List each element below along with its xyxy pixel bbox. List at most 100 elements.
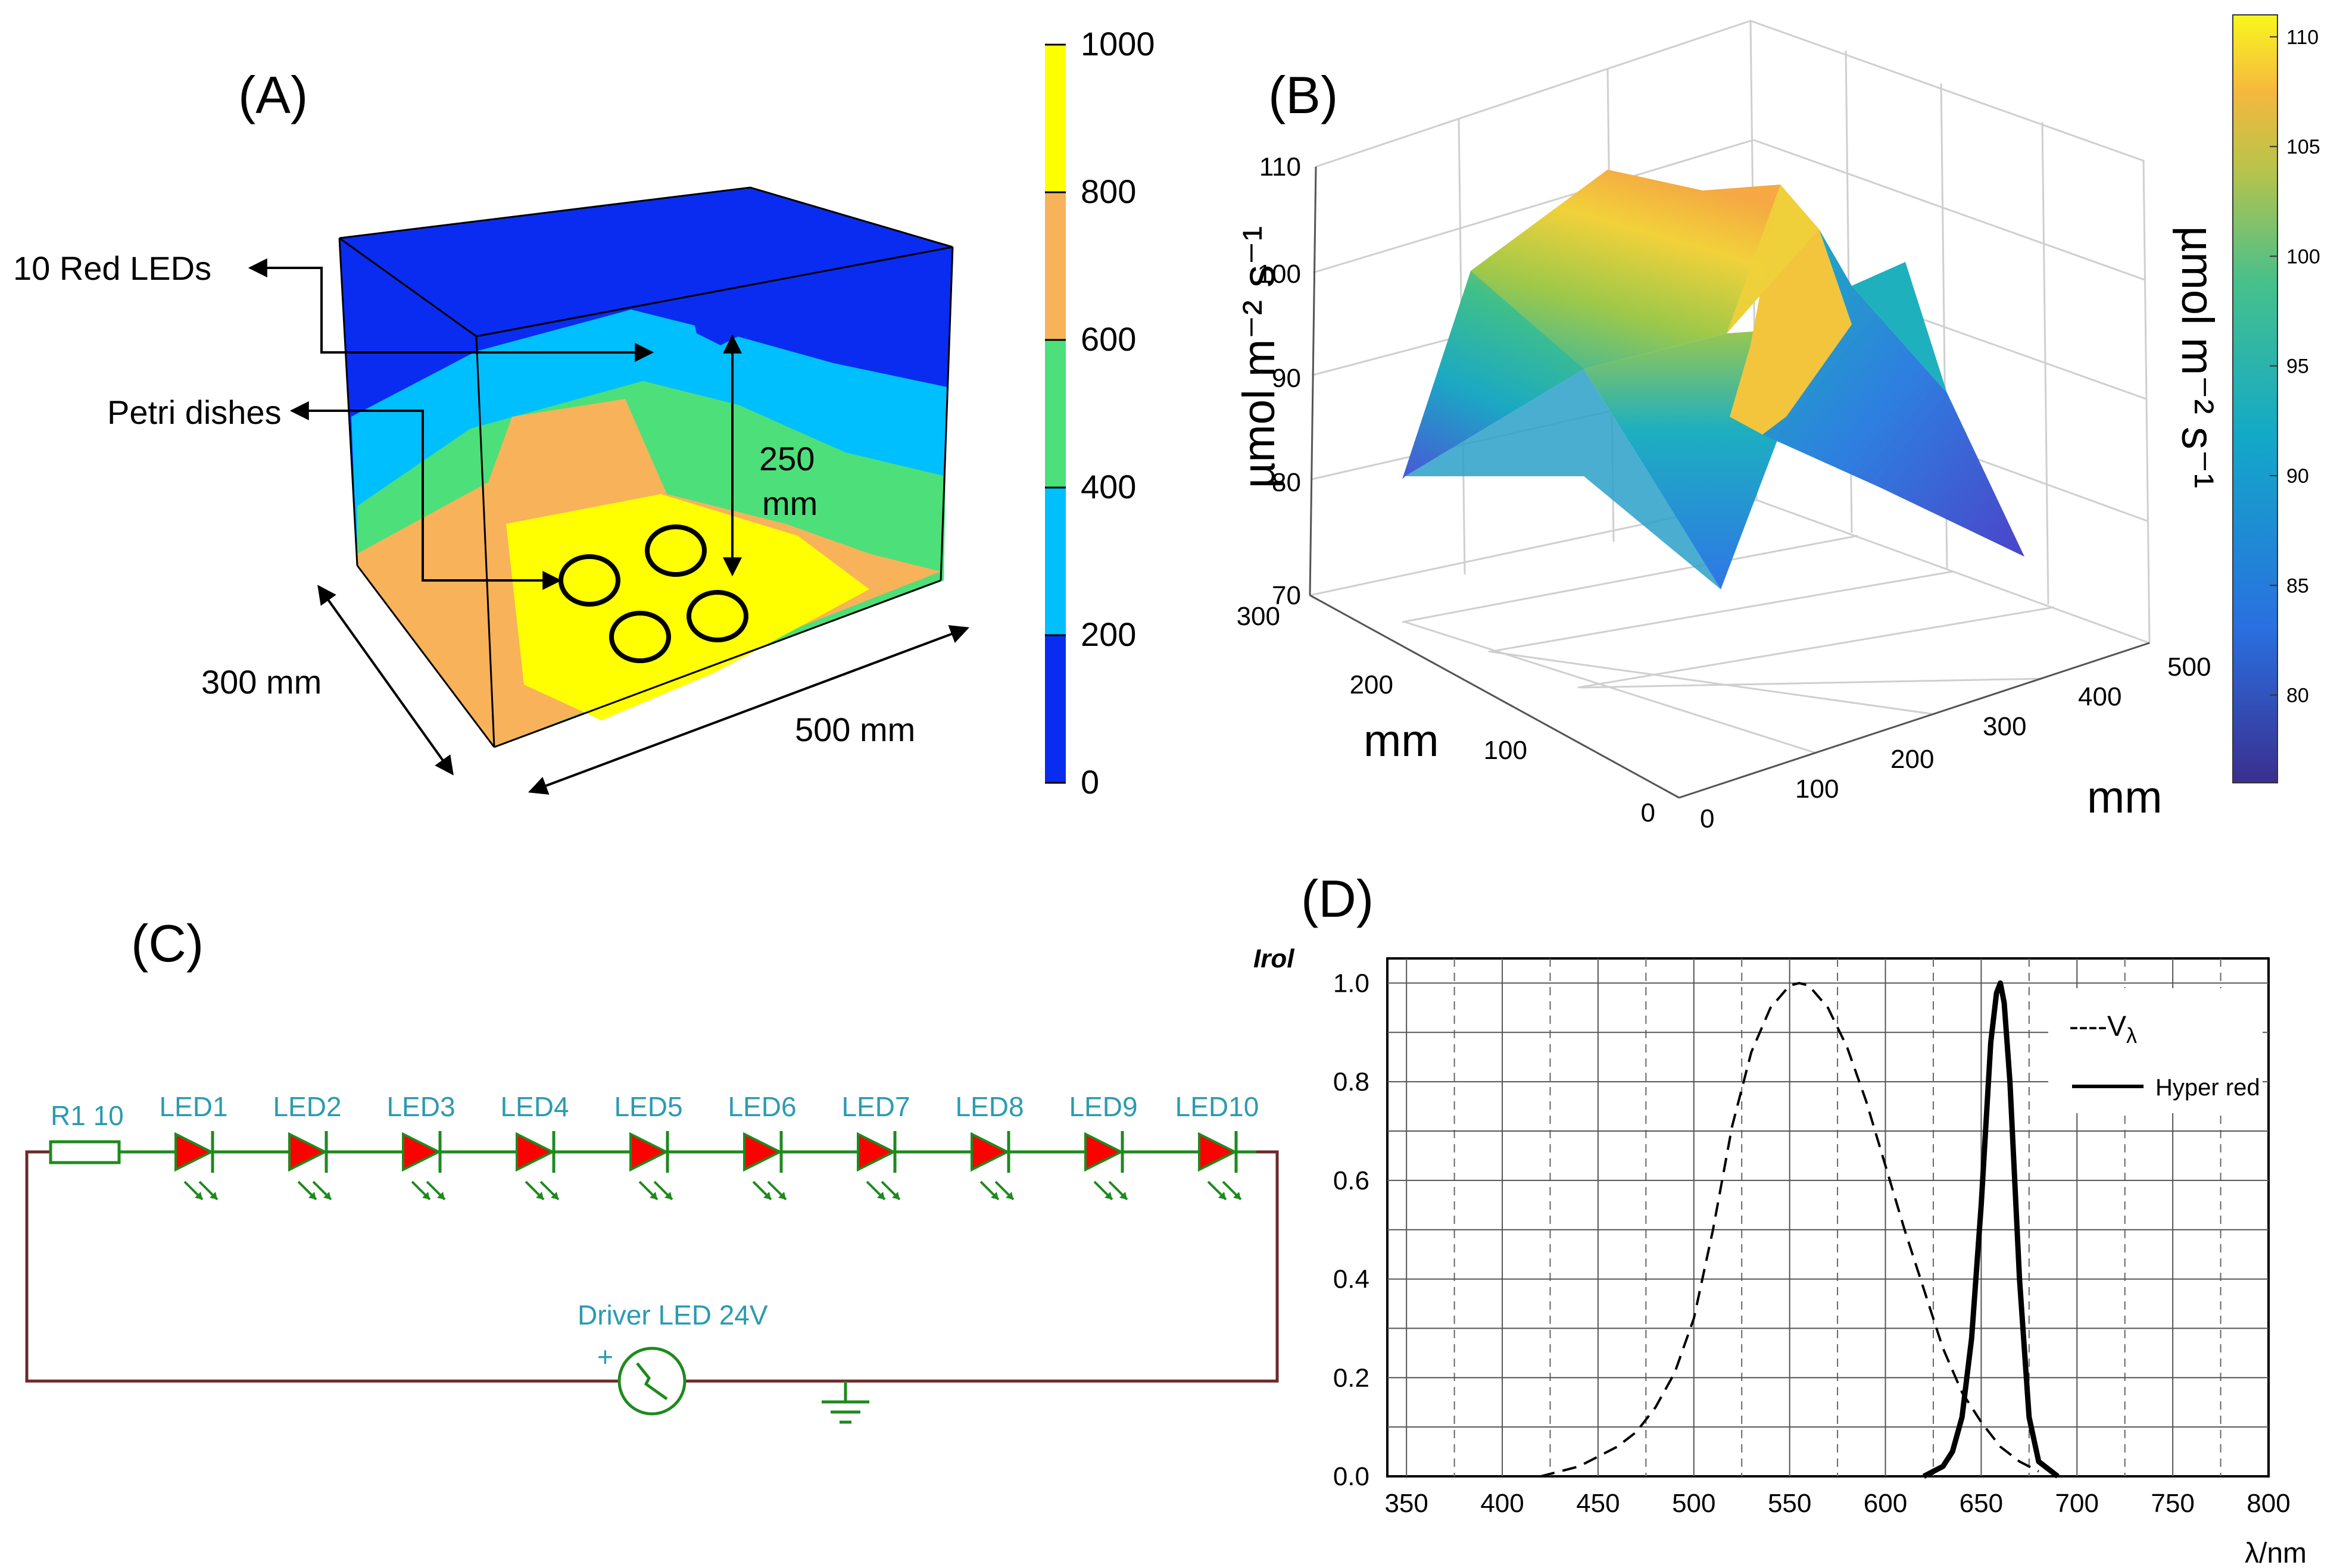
panel-c-label: (C) (131, 914, 204, 973)
colorbar-a-tick-label: 0 (1081, 763, 1099, 801)
z-tick-label: 90 (1272, 364, 1301, 393)
colorbar-a-segment (1045, 192, 1066, 341)
x-tick-label: 750 (2151, 1489, 2194, 1518)
led-label: LED4 (500, 1091, 569, 1122)
driver-source: + Driver LED 24V (578, 1300, 768, 1416)
x-tick-label: 300 (1983, 712, 2026, 741)
colorbar-b-tick-label: 105 (2286, 136, 2320, 158)
colorbar-a: 0 200 400 600 800 1000 (1045, 25, 1155, 801)
ground-icon (822, 1381, 869, 1424)
irradiance-surface (1402, 170, 2024, 589)
led-label: LED9 (1069, 1091, 1137, 1122)
y-tick-label: 300 (1237, 602, 1280, 631)
axes-3d-frame (1309, 166, 2150, 799)
led-label: LED7 (841, 1091, 910, 1122)
led-icon (1084, 1132, 1124, 1172)
ac-source-icon (617, 1347, 687, 1416)
petri-label: Petri dishes (107, 393, 282, 431)
colorbar-a-tick-label: 800 (1081, 173, 1136, 210)
legend-v-label: ----Vλ (2069, 1011, 2137, 1048)
led-icon (857, 1132, 897, 1172)
led-label: LED5 (614, 1091, 682, 1122)
x-axis-label: mm (2087, 772, 2163, 823)
colorbar-b-tick-label: 110 (2286, 26, 2319, 49)
led-icon (402, 1132, 442, 1172)
colorbar-a-tick-label: 400 (1081, 468, 1136, 505)
colorbar-b-tick-label: 100 (2286, 245, 2320, 268)
x-tick-label: 200 (1890, 745, 1934, 774)
legend-red-label: Hyper red (2155, 1075, 2260, 1101)
colorbar-b-label: µmol m⁻² s⁻¹ (2172, 226, 2223, 489)
colorbar-a-segment (1045, 340, 1066, 488)
led-2: LED2 (273, 1091, 342, 1201)
depth-label: 300 mm (201, 663, 322, 701)
led-label: LED3 (386, 1091, 455, 1122)
x-tick-label: 600 (1864, 1489, 1907, 1518)
y-tick-label: 200 (1350, 670, 1393, 699)
series-line-v-lambda (1540, 982, 2039, 1478)
colorbar-b-tick-label: 85 (2286, 574, 2309, 597)
x-tick-label: 350 (1384, 1489, 1428, 1518)
led-icon (516, 1132, 556, 1172)
colorbar-b (2232, 14, 2278, 783)
panel-b-label: (B) (1268, 65, 1338, 124)
led-label: LED8 (955, 1091, 1024, 1122)
y-tick-label: 0 (1641, 798, 1655, 827)
colorbar-a-segment (1045, 45, 1066, 193)
series-line-hyper-red (1922, 980, 2060, 1479)
colorbar-a-tick-label: 600 (1081, 320, 1136, 358)
led-icon (1198, 1132, 1238, 1172)
colorbar-b-tick-label: 80 (2286, 685, 2309, 707)
leds-label: 10 Red LEDs (13, 249, 211, 287)
driver-label: Driver LED 24V (578, 1300, 768, 1330)
led-7: LED7 (841, 1091, 910, 1201)
colorbar-a-segment (1045, 635, 1066, 783)
colorbar-b-ticks: 80 85 90 95 100 105 110 (2270, 26, 2320, 707)
y-tick-label: 100 (1484, 736, 1527, 765)
x-tick-label: 500 (1672, 1489, 1715, 1518)
led-4: LED4 (500, 1091, 569, 1201)
colorbar-a-segment (1045, 488, 1066, 636)
panel-a: (A) (13, 25, 1155, 801)
led-5: LED5 (614, 1091, 683, 1201)
legend: ----Vλ Hyper red (2048, 988, 2263, 1113)
axes-3d-ticks: 70 80 90 100 110 0 100 200 300 0 100 200 300 400 500 (1237, 152, 2211, 833)
height-label: 250 (759, 440, 815, 477)
led-icon (743, 1132, 783, 1172)
light-box-heatmap (338, 186, 954, 748)
led-label: LED1 (159, 1091, 227, 1122)
y-axis-label: Irol (1253, 944, 1294, 973)
resistor-r1 (49, 1140, 121, 1164)
led-3: LED3 (386, 1091, 455, 1201)
circuit-wires (25, 1150, 1279, 1383)
x-tick-label: 400 (1480, 1489, 1524, 1518)
led-8: LED8 (955, 1091, 1024, 1201)
led-10: LED10 (1175, 1091, 1259, 1201)
y-tick-label: 0.8 (1333, 1067, 1369, 1097)
x-tick-label: 400 (2078, 682, 2121, 711)
z-tick-label: 110 (1259, 152, 1301, 182)
leader-arrows (248, 258, 969, 795)
x-tick-label: 650 (1960, 1489, 2003, 1518)
led-label: LED2 (273, 1091, 341, 1122)
z-tick-label: 80 (1272, 468, 1301, 497)
x-tick-label: 450 (1576, 1489, 1620, 1518)
y-tick-label: 0.4 (1333, 1265, 1369, 1294)
x-tick-label: 700 (2055, 1489, 2099, 1518)
x-tick-label: 0 (1700, 804, 1714, 833)
colorbar-a-tick-label: 1000 (1081, 25, 1155, 63)
colorbar-b-tick-label: 95 (2286, 355, 2309, 378)
panel-a-label: (A) (238, 65, 308, 124)
resistor-label: R1 10 (51, 1100, 124, 1131)
panel-d: (D) Irol λ/nm 350 400 450 500 550 600 650 700 75… (1253, 869, 2307, 1568)
x-tick-label: 550 (1768, 1489, 1811, 1518)
led-9: LED9 (1069, 1091, 1138, 1201)
led-icon (174, 1132, 214, 1172)
led-string: LED1 LED2 LED3 LED4 LED5 LED6 LED7 LED8 LED9 LED1… (159, 1091, 1259, 1201)
y-tick-label: 1.0 (1333, 969, 1369, 998)
x-tick-label: 100 (1795, 774, 1839, 804)
led-icon (629, 1132, 669, 1172)
x-axis-label: λ/nm (2245, 1538, 2307, 1568)
panel-c: (C) R1 10 LED1 LED2 LED3 LED4 LED5 LED6 LED7 LE… (25, 914, 1279, 1424)
